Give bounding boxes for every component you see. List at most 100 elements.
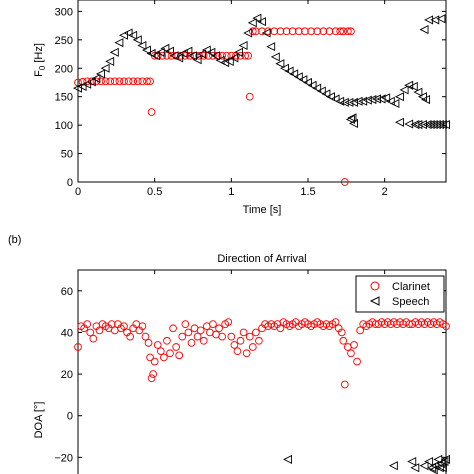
doa-clarinet-point — [331, 318, 340, 326]
f0-speech-point — [132, 35, 142, 45]
f0-speech-point — [247, 18, 257, 28]
doa-clarinet-point — [215, 324, 223, 333]
legend-speech-marker — [369, 296, 380, 306]
f0-clarinet-point — [106, 77, 115, 86]
f0-speech-point — [142, 45, 151, 55]
doa-ytick-label: 0 — [67, 411, 73, 423]
f0-xtick-label: 0.5 — [147, 186, 162, 198]
doa-ytick-label: 60 — [61, 286, 73, 298]
f0-speech-point — [413, 87, 423, 97]
doa-clarinet-point — [150, 357, 159, 366]
f0-speech-point — [326, 92, 335, 102]
f0-speech-point — [395, 92, 404, 102]
f0-speech-point — [372, 94, 381, 104]
legend-speech-label: Speech — [392, 296, 429, 308]
doa-clarinet-point — [169, 324, 177, 333]
doa-clarinet-point — [233, 347, 242, 356]
f0-clarinet-point — [124, 77, 133, 86]
f0-speech-point — [321, 89, 331, 99]
f0-speech-point — [155, 47, 165, 57]
doa-clarinet-point — [175, 351, 184, 360]
legend-clarinet-marker — [370, 281, 380, 291]
f0-speech-point — [385, 96, 395, 106]
f0-speech-point — [390, 98, 400, 109]
doa-clarinet-point — [147, 374, 156, 383]
f0-speech-point — [284, 66, 294, 76]
f0-speech-point — [174, 53, 184, 63]
doa-clarinet-point — [196, 326, 205, 335]
f0-ytick-label: 150 — [55, 92, 73, 104]
f0-clarinet-point — [325, 27, 334, 36]
f0-clarinet-point — [276, 27, 285, 36]
f0-clarinet-point — [331, 27, 340, 36]
f0-speech-point — [437, 120, 447, 130]
f0-clarinet-point — [264, 27, 272, 36]
doa-clarinet-point — [193, 332, 202, 341]
doa-speech-point — [419, 461, 429, 471]
doa-clarinet-point — [252, 328, 260, 337]
f0-xtick-label: 0 — [75, 186, 81, 198]
f0-xlabel: Time [s] — [243, 204, 282, 216]
f0-speech-point — [395, 117, 404, 127]
f0-speech-point — [100, 63, 110, 73]
f0-clarinet-point — [167, 51, 176, 60]
f0-speech-point — [349, 118, 358, 128]
f0-clarinet-point — [248, 27, 257, 36]
f0-speech-point — [339, 97, 349, 107]
doa-clarinet-point — [126, 332, 134, 341]
f0-speech-point — [77, 81, 87, 91]
doa-x-axis — [154, 270, 386, 274]
f0-clarinet-point — [218, 51, 226, 60]
doa-speech-point — [441, 454, 450, 464]
f0-speech-point — [307, 80, 317, 90]
f0-clarinet-point — [244, 51, 253, 60]
f0-speech-point — [215, 55, 225, 65]
f0-speech-point — [347, 113, 357, 123]
f0-speech-point — [96, 69, 105, 79]
f0-clarinet-point — [143, 77, 151, 86]
f0-ytick-label: 200 — [55, 63, 73, 75]
f0-xtick-label: 1.5 — [300, 186, 315, 198]
doa-clarinet-point — [83, 320, 92, 328]
doa-clarinet-point — [160, 353, 168, 362]
f0-clarinet-point — [110, 77, 119, 86]
doa-clarinet-point — [230, 341, 239, 349]
f0-speech-point — [422, 120, 432, 130]
f0-speech-point — [206, 47, 216, 57]
f0-speech-point — [353, 96, 363, 106]
f0-plot-frame — [77, 0, 447, 183]
f0-speech-point — [425, 120, 435, 130]
f0-clarinet-point — [245, 92, 254, 101]
doa-clarinet-point — [149, 370, 157, 378]
f0-ylabel: F0 [Hz] — [33, 43, 47, 77]
f0-y-axis: 0 50 100 150 200 250 300 — [55, 6, 446, 189]
doa-y-axis: −20 0 20 40 60 — [54, 286, 446, 464]
f0-speech-point — [293, 72, 303, 82]
f0-clarinet-point — [301, 27, 309, 36]
f0-speech-point — [419, 25, 429, 35]
f0-speech-point — [367, 94, 377, 105]
doa-clarinet-point — [163, 336, 171, 345]
f0-speech-point — [146, 48, 156, 58]
f0-speech-point — [399, 85, 409, 95]
doa-speech-point — [424, 456, 434, 467]
f0-clarinet-point — [101, 77, 110, 86]
doa-clarinet-point — [248, 343, 257, 351]
f0-chart: 0 50 100 150 200 250 300 0 0.5 1 1.5 2 Time [s] F0… — [33, 0, 450, 216]
f0-ytick-label: 300 — [55, 6, 73, 18]
f0-clarinet-point — [307, 27, 315, 36]
f0-speech-point — [303, 77, 312, 88]
doa-clarinet-point — [153, 341, 162, 349]
doa-ytick-label: 40 — [61, 327, 73, 339]
doa-ylabel: DOA [°] — [33, 402, 45, 439]
f0-speech-point — [114, 38, 124, 48]
doa-clarinet-point — [95, 326, 104, 335]
f0-clarinet-point — [336, 27, 345, 36]
f0-speech-point — [234, 47, 243, 57]
doa-title: Direction of Arrival — [217, 253, 306, 265]
f0-xtick-label: 2 — [382, 186, 388, 198]
f0-speech-point — [381, 93, 391, 103]
f0-speech-point — [178, 48, 188, 58]
f0-speech-point — [434, 120, 444, 130]
